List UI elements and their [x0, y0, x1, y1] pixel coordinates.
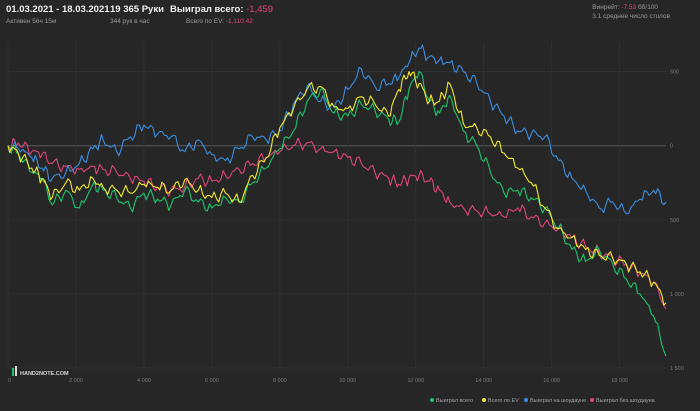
winrate-block: Винрейт: -7.53 бб/100 3.1 среднее число …: [592, 4, 670, 20]
x-tick-label: 14 000: [475, 378, 492, 384]
legend-swatch: [524, 398, 528, 402]
legend-swatch: [590, 398, 594, 402]
tables-avg: 3.1 среднее число столов: [592, 13, 670, 20]
x-tick-label: 4 000: [137, 378, 151, 384]
legend-entry: Выиграл без шоудауна: [596, 398, 656, 404]
series-line-won-showdown: [7, 44, 667, 215]
hands-rate: 344 рук в час: [110, 18, 150, 25]
hands-block: 19 365 Руки 344 рук в час: [110, 4, 164, 25]
legend: Выиграл всего Всего по EV Выиграл на шоуда…: [430, 398, 656, 404]
y-tick-label: 500: [670, 218, 679, 224]
legend-entry: Выиграл всего: [436, 398, 473, 404]
x-tick-label: 10 000: [339, 378, 356, 384]
x-tick-label: 8 000: [273, 378, 287, 384]
stats-header: 01.03.2021 - 18.03.2021 Активен 56ч 15м …: [0, 0, 700, 30]
series-line-won-no-showdown: [7, 137, 667, 310]
series-line-won-total: [7, 71, 667, 357]
x-tick-label: 16 000: [543, 378, 560, 384]
ev-total-label: Всего по EV:: [186, 18, 225, 25]
x-tick-label: 18 000: [611, 378, 628, 384]
legend-entry: Выиграл на шоудауне: [530, 398, 586, 404]
y-tick-label: 0: [670, 144, 673, 150]
winrate-value: -7.53: [621, 4, 637, 11]
legend-entry: Всего по EV: [488, 398, 519, 404]
won-total-value: -1,459: [246, 4, 274, 15]
grid: [7, 42, 666, 369]
logo: HAND2NOTE.COM: [12, 366, 69, 377]
date-range: 01.03.2021 - 18.03.2021: [6, 4, 110, 15]
series-line-ev-total: [7, 71, 667, 306]
y-tick-label: 1 500: [670, 366, 684, 372]
x-tick-label: 12 000: [407, 378, 424, 384]
date-block: 01.03.2021 - 18.03.2021 Активен 56ч 15м: [6, 4, 110, 25]
logo-mark-icon: [12, 368, 14, 376]
winrate-unit: бб/100: [637, 4, 659, 11]
hands-count: 19 365 Руки: [110, 4, 164, 15]
x-tick-label: 2 000: [69, 378, 83, 384]
winrate-label: Винрейт:: [592, 4, 620, 11]
totals-block: Выиграл всего: -1,459 Всего по EV: -1,11…: [170, 4, 273, 25]
legend-swatch: [430, 398, 434, 402]
x-tick-label: 0: [8, 378, 11, 384]
series-lines: [7, 44, 667, 357]
ev-total-value: -1,110.42: [225, 18, 253, 25]
won-total-label: Выиграл всего:: [170, 4, 244, 15]
y-tick-label: 500: [670, 70, 679, 76]
logo-mark-icon-2: [15, 366, 17, 376]
x-tick-label: 6 000: [205, 378, 219, 384]
logo-text: HAND2NOTE.COM: [20, 371, 69, 377]
active-time: Активен 56ч 15м: [6, 18, 57, 25]
y-tick-label: 1 000: [670, 292, 684, 298]
legend-swatch: [482, 398, 486, 402]
axis-labels: 500 0 500 1 000 1 500 0 2 000 4 000 6 000 8 000 10…: [8, 70, 684, 384]
